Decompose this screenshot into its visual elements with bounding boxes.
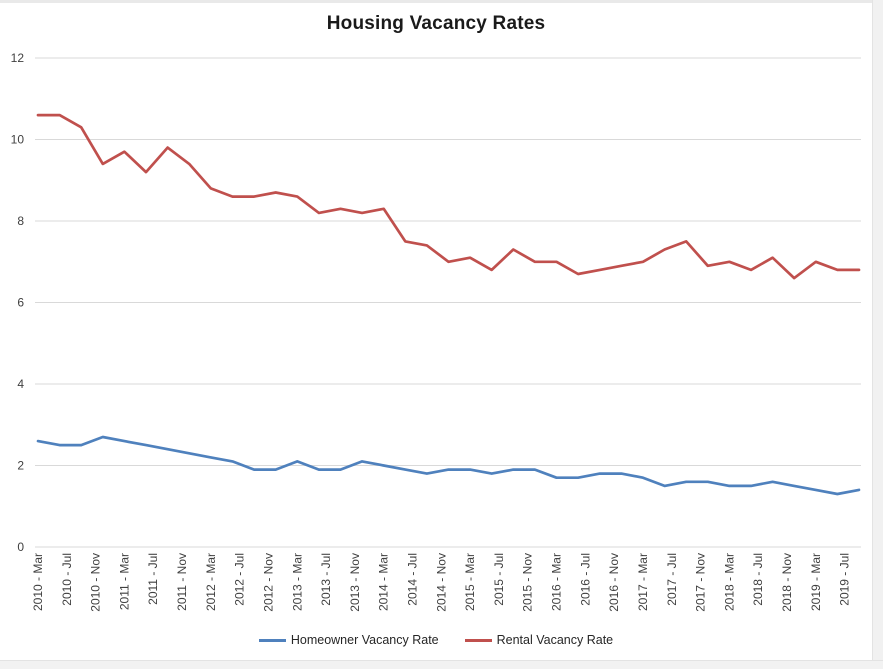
- x-tick-label: 2012 - Jul: [233, 553, 247, 606]
- x-tick-label: 2015 - Jul: [492, 553, 506, 606]
- x-tick-label: 2019 - Jul: [838, 553, 852, 606]
- y-tick-label: 2: [17, 459, 24, 473]
- x-tick-label: 2016 - Jul: [578, 553, 592, 606]
- y-tick-label: 6: [17, 296, 24, 310]
- chart-title: Housing Vacancy Rates: [326, 13, 546, 34]
- x-tick-label: 2018 - Nov: [780, 553, 794, 612]
- x-tick-label: 2013 - Jul: [319, 553, 333, 606]
- x-tick-label: 2011 - Jul: [146, 553, 160, 605]
- x-tick-label: 2017 - Mar: [636, 553, 650, 611]
- legend-item-rental: Rental Vacancy Rate: [464, 633, 614, 647]
- legend-item-homeowner: Homeowner Vacancy Rate: [258, 633, 439, 647]
- y-tick-label: 4: [17, 377, 24, 391]
- x-tick-label: 2019 - Mar: [809, 553, 823, 611]
- chart-legend: Homeowner Vacancy Rate Rental Vacancy Ra…: [0, 633, 872, 647]
- x-tick-label: 2017 - Nov: [694, 553, 708, 612]
- x-tick-label: 2010 - Nov: [89, 553, 103, 612]
- x-tick-label: 2016 - Nov: [607, 553, 621, 612]
- rental-line-swatch-icon: [464, 638, 492, 642]
- x-tick-label: 2014 - Jul: [406, 553, 420, 606]
- x-tick-label: 2010 - Jul: [60, 553, 74, 606]
- page-edge-bottom: [0, 660, 883, 669]
- x-tick-label: 2011 - Nov: [175, 553, 189, 611]
- x-tick-label: 2016 - Mar: [550, 553, 564, 611]
- legend-label-homeowner: Homeowner Vacancy Rate: [290, 633, 439, 647]
- x-tick-label: 2018 - Mar: [722, 553, 736, 611]
- legend-label-rental: Rental Vacancy Rate: [496, 633, 614, 647]
- x-tick-label: 2012 - Nov: [261, 553, 275, 612]
- page-edge-right: [872, 0, 883, 669]
- y-tick-label: 10: [11, 133, 25, 147]
- series-line-rental-vacancy-rate: [36, 113, 861, 280]
- x-tick-label: 2012 - Mar: [204, 553, 218, 611]
- homeowner-line-swatch-icon: [258, 638, 286, 642]
- x-tick-label: 2015 - Nov: [521, 553, 535, 612]
- x-tick-label: 2010 - Mar: [31, 553, 45, 611]
- x-tick-label: 2011 - Mar: [117, 553, 131, 610]
- series-line-homeowner-vacancy-rate: [36, 435, 861, 496]
- y-tick-label: 12: [11, 51, 25, 65]
- page-edge-top: [0, 0, 883, 3]
- x-tick-label: 2015 - Mar: [463, 553, 477, 611]
- x-tick-label: 2014 - Mar: [377, 553, 391, 611]
- x-tick-label: 2013 - Nov: [348, 553, 362, 612]
- y-tick-label: 8: [17, 214, 24, 228]
- x-tick-label: 2014 - Nov: [434, 553, 448, 612]
- x-tick-label: 2017 - Jul: [665, 553, 679, 606]
- y-tick-label: 0: [17, 540, 24, 554]
- x-tick-label: 2013 - Mar: [290, 553, 304, 611]
- x-tick-label: 2018 - Jul: [751, 553, 765, 606]
